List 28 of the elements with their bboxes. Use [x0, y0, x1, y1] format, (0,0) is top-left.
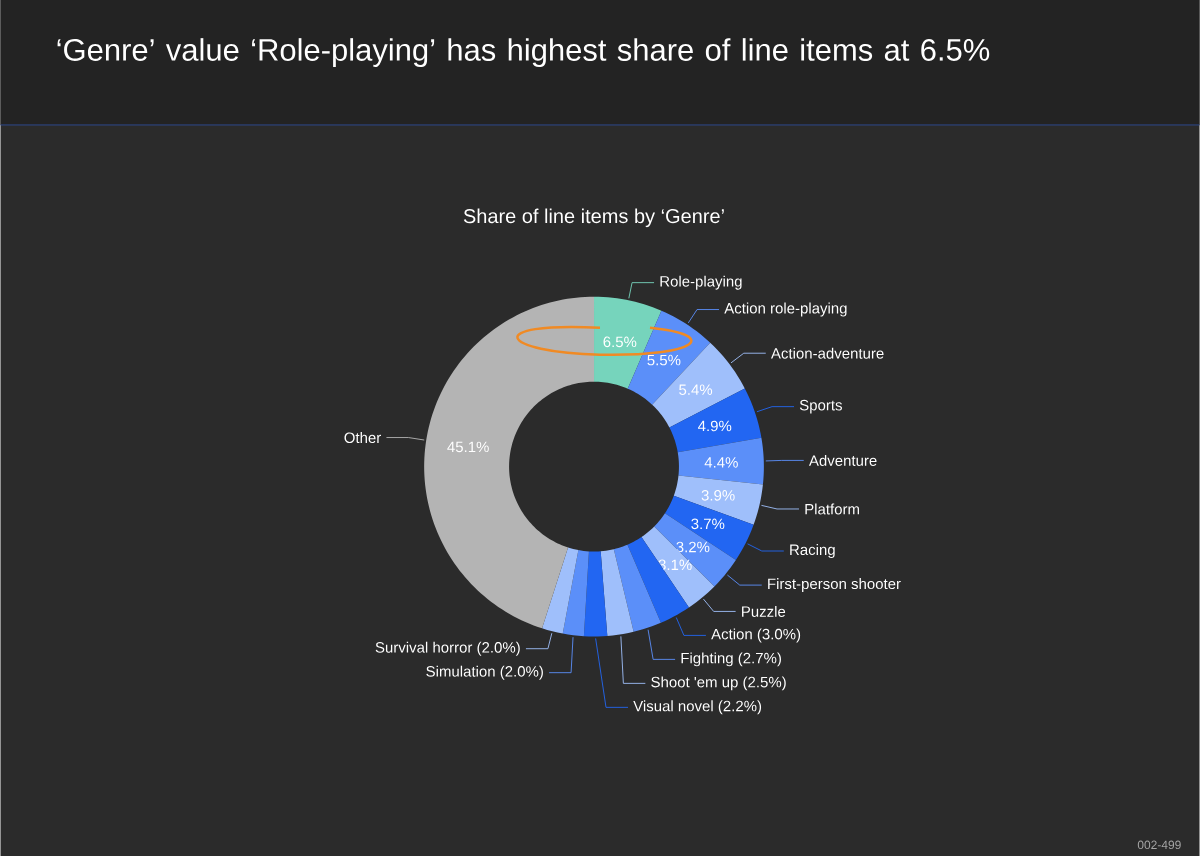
- data-label: 3.7%: [691, 518, 725, 530]
- slice-label: Platform: [805, 503, 859, 515]
- slice-label: Racing: [790, 543, 835, 558]
- slice-label: Fighting (2.7%): [681, 652, 781, 667]
- slice-label: Action-adventure: [770, 347, 884, 359]
- slice-label: Shoot 'em up (2.5%): [651, 676, 786, 691]
- data-label: 4.9%: [698, 420, 732, 432]
- slice-label: Visual novel (2.2%): [633, 700, 762, 715]
- slice-label: Survival horror (2.0%): [375, 641, 520, 656]
- data-label: 4.4%: [704, 457, 738, 468]
- slice-label: Sports: [799, 399, 842, 414]
- data-label: 45.1%: [447, 441, 489, 453]
- slice-label: Adventure: [808, 454, 877, 466]
- data-label: 5.5%: [647, 354, 681, 366]
- text: 002-499: [1137, 840, 1181, 849]
- data-label: 6.5%: [603, 336, 637, 348]
- slice-label: Role-playing: [660, 275, 742, 290]
- slice-label: Puzzle: [742, 605, 786, 617]
- slice-label: First-person shooter: [768, 577, 901, 592]
- data-label: 5.4%: [679, 384, 713, 395]
- slice-label: Other: [344, 431, 381, 443]
- slice-label: Action (3.0%): [711, 628, 801, 643]
- data-label: 3.2%: [676, 541, 710, 553]
- chart-title: ‘Genre’ value ‘Role-playing’ has highest share of line items at 6.5%: [57, 38, 990, 67]
- slice-label: Simulation (2.0%): [426, 665, 543, 680]
- slice-label: Action role-playing: [724, 302, 847, 317]
- data-label: 3.9%: [701, 489, 735, 501]
- chart-subtitle: Share of line items by ‘Genre’: [463, 208, 724, 227]
